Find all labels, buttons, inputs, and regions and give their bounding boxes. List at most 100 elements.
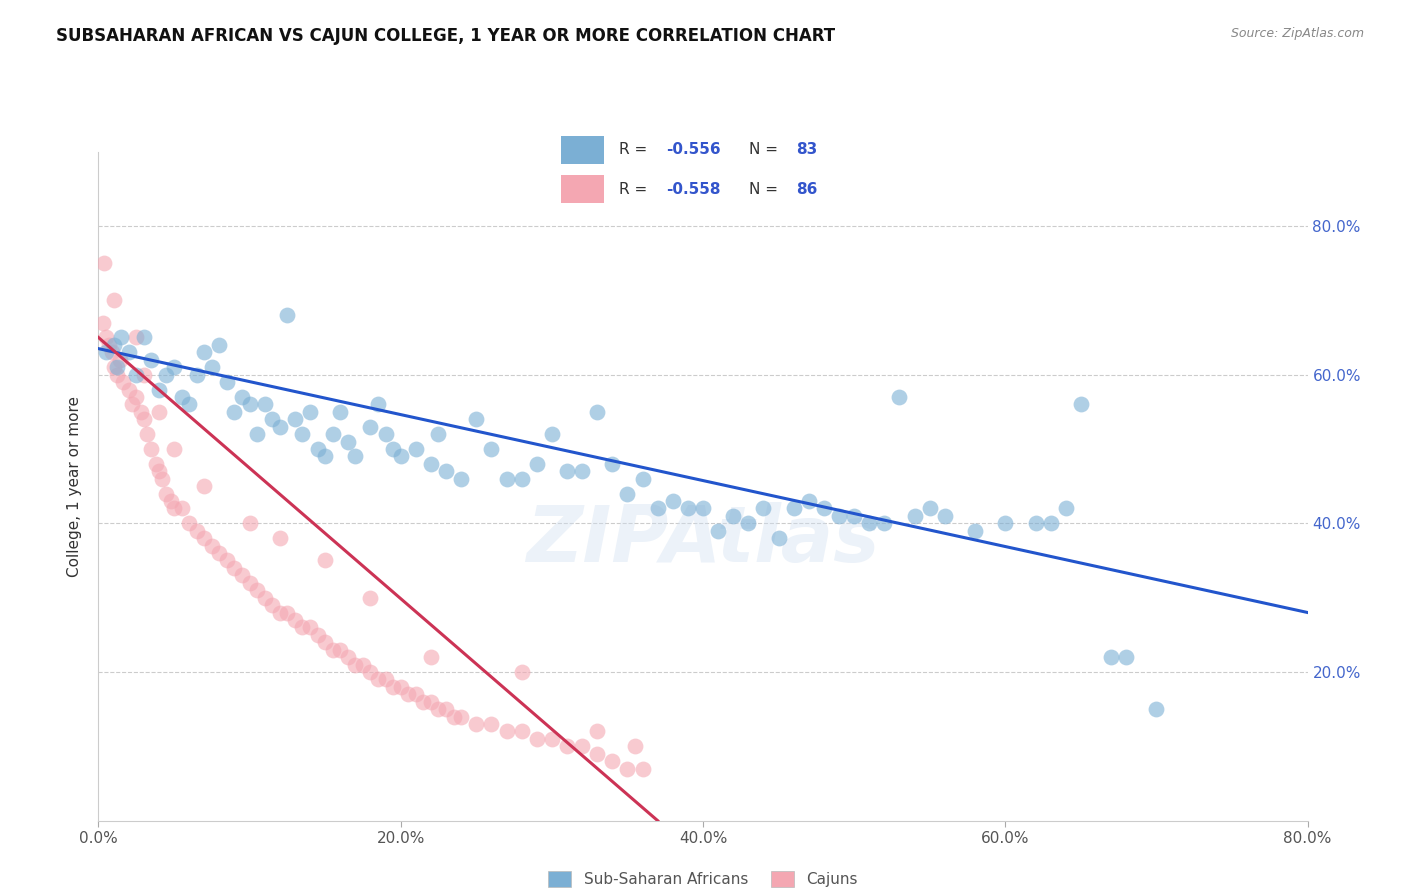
Point: [201, 539, 224, 553]
Point: [631, 762, 654, 776]
Point: [110, 330, 132, 344]
Point: [434, 702, 457, 716]
Point: [465, 717, 488, 731]
Point: [132, 412, 155, 426]
Text: 83: 83: [796, 143, 817, 157]
Point: [262, 412, 284, 426]
Point: [160, 494, 183, 508]
Text: R =: R =: [620, 143, 652, 157]
Point: [450, 472, 472, 486]
Point: [389, 680, 412, 694]
Point: [586, 405, 609, 419]
Point: [208, 546, 231, 560]
Point: [481, 442, 503, 456]
Point: [344, 450, 367, 464]
Point: [314, 450, 336, 464]
Point: [616, 762, 638, 776]
Point: [269, 606, 291, 620]
Point: [510, 472, 533, 486]
Point: [163, 501, 186, 516]
Point: [352, 657, 374, 672]
Point: [91, 316, 114, 330]
Point: [215, 553, 238, 567]
Point: [586, 724, 609, 739]
Point: [224, 405, 246, 419]
Point: [201, 360, 224, 375]
Point: [360, 591, 382, 605]
Point: [93, 256, 115, 270]
Point: [571, 464, 593, 478]
Point: [246, 583, 269, 598]
Point: [495, 724, 517, 739]
Point: [783, 501, 806, 516]
Point: [262, 598, 284, 612]
Point: [118, 383, 141, 397]
Text: SUBSAHARAN AFRICAN VS CAJUN COLLEGE, 1 YEAR OR MORE CORRELATION CHART: SUBSAHARAN AFRICAN VS CAJUN COLLEGE, 1 Y…: [56, 27, 835, 45]
Point: [1115, 650, 1137, 665]
Point: [125, 390, 148, 404]
Text: 86: 86: [796, 182, 817, 196]
Point: [307, 442, 329, 456]
Point: [420, 650, 443, 665]
Point: [360, 665, 382, 679]
Point: [586, 747, 609, 761]
Point: [844, 508, 866, 523]
Point: [405, 442, 427, 456]
Point: [1054, 501, 1077, 516]
Point: [481, 717, 503, 731]
Y-axis label: College, 1 year or more: College, 1 year or more: [67, 396, 83, 576]
Point: [148, 405, 170, 419]
Point: [692, 501, 714, 516]
Point: [889, 390, 911, 404]
Point: [752, 501, 775, 516]
Point: [662, 494, 685, 508]
Point: [616, 486, 638, 500]
Point: [239, 397, 262, 411]
Point: [105, 368, 128, 382]
Point: [231, 568, 253, 582]
Point: [434, 464, 457, 478]
Point: [284, 412, 307, 426]
Text: -0.558: -0.558: [666, 182, 720, 196]
Point: [103, 360, 125, 375]
Point: [135, 427, 157, 442]
Point: [1099, 650, 1122, 665]
Point: [676, 501, 699, 516]
Point: [193, 479, 215, 493]
Point: [101, 345, 124, 359]
Point: [111, 375, 134, 389]
Point: [322, 642, 344, 657]
Point: [231, 390, 253, 404]
Text: Source: ZipAtlas.com: Source: ZipAtlas.com: [1230, 27, 1364, 40]
Point: [239, 516, 262, 531]
Point: [269, 419, 291, 434]
Point: [602, 754, 624, 768]
Point: [322, 427, 344, 442]
Point: [797, 494, 820, 508]
Point: [141, 352, 163, 367]
Point: [121, 397, 143, 411]
Point: [208, 338, 231, 352]
Point: [602, 457, 624, 471]
Point: [510, 665, 533, 679]
Point: [389, 450, 412, 464]
Point: [382, 680, 405, 694]
Point: [186, 368, 208, 382]
Legend: Sub-Saharan Africans, Cajuns: Sub-Saharan Africans, Cajuns: [543, 865, 863, 892]
Point: [934, 508, 956, 523]
Point: [374, 427, 396, 442]
Point: [125, 368, 148, 382]
Point: [382, 442, 405, 456]
Point: [170, 390, 193, 404]
Point: [374, 673, 396, 687]
Text: -0.556: -0.556: [666, 143, 720, 157]
Point: [155, 486, 177, 500]
Point: [329, 405, 352, 419]
FancyBboxPatch shape: [561, 175, 605, 203]
Point: [495, 472, 517, 486]
Point: [427, 702, 450, 716]
Point: [193, 531, 215, 545]
Point: [723, 508, 745, 523]
Point: [526, 731, 548, 746]
Point: [132, 368, 155, 382]
